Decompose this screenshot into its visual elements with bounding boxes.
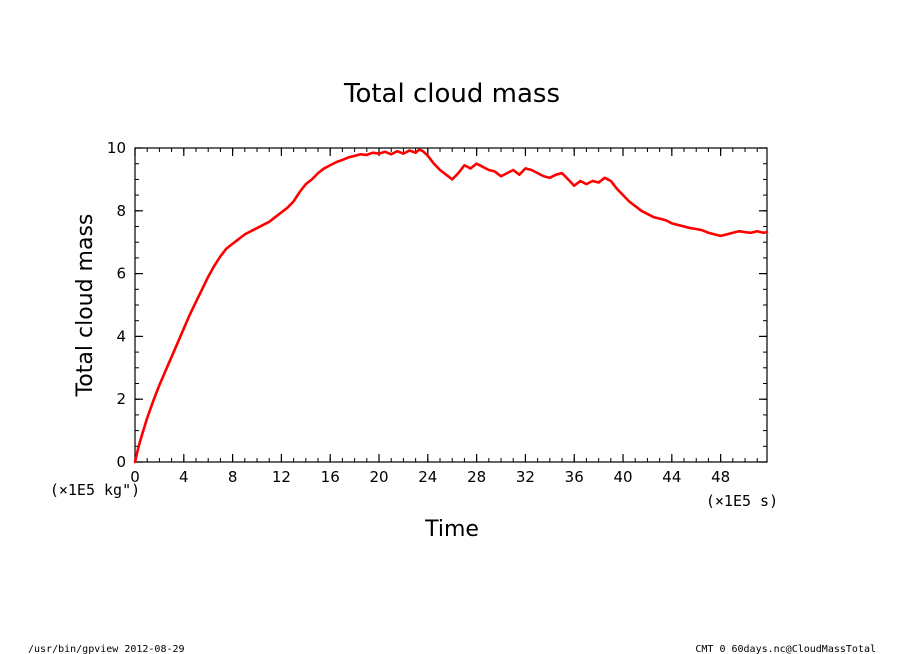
y-tick-label: 10 <box>107 139 126 157</box>
x-tick-label: 16 <box>321 468 340 486</box>
y-tick-label: 0 <box>116 453 126 471</box>
x-tick-label: 4 <box>179 468 189 486</box>
x-tick-label: 36 <box>565 468 584 486</box>
x-tick-label: 48 <box>711 468 730 486</box>
footer-right-text: CMT_0_60days.nc@CloudMassTotal <box>695 644 876 654</box>
footer-left-text: /usr/bin/gpview 2012-08-29 <box>28 644 185 654</box>
x-tick-label: 28 <box>467 468 486 486</box>
x-tick-label: 20 <box>369 468 388 486</box>
y-tick-label: 6 <box>116 265 126 283</box>
x-axis-unit: (×1E5 s) <box>706 492 778 510</box>
x-tick-label: 0 <box>130 468 140 486</box>
y-tick-label: 8 <box>116 202 126 220</box>
series-layer <box>133 148 769 464</box>
plot-frame <box>134 147 768 463</box>
y-tick-label: 4 <box>116 327 126 345</box>
x-tick-label: 8 <box>228 468 238 486</box>
y-tick-label: 2 <box>116 390 126 408</box>
x-tick-label: 12 <box>272 468 291 486</box>
x-tick-label: 44 <box>662 468 681 486</box>
x-tick-label: 32 <box>516 468 535 486</box>
chart-title: Total cloud mass <box>343 79 560 109</box>
x-tick-label: 24 <box>418 468 437 486</box>
y-axis-unit: (×1E5 kg") <box>50 481 140 499</box>
x-axis-label: Time <box>424 517 479 542</box>
y-axis-label: Total cloud mass <box>73 214 98 398</box>
x-tick-label: 40 <box>613 468 632 486</box>
series-line <box>133 148 769 464</box>
